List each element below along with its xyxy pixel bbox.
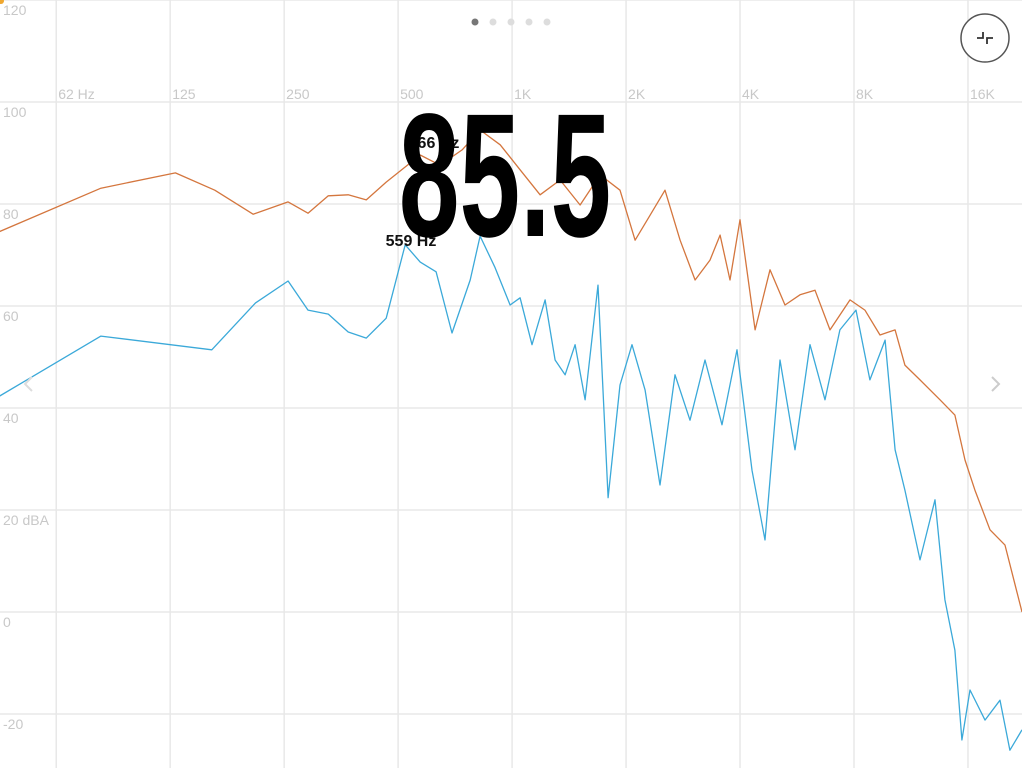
x-tick-label: 16K [970,86,996,102]
status-dot [0,0,4,4]
y-tick-label: 80 [3,206,19,222]
collapse-button[interactable] [960,13,1010,63]
page-dot[interactable] [525,18,533,26]
y-tick-label: -20 [3,716,23,732]
spectrum-line [0,235,1022,751]
page-dot[interactable] [543,18,551,26]
y-tick-label: 40 [3,410,19,426]
x-tick-label: 62 Hz [58,86,95,102]
peak-label: 666 Hz [409,135,460,152]
level-reading: 85.5 [399,77,611,274]
x-tick-label: 2K [628,86,646,102]
x-tick-label: 4K [742,86,760,102]
y-tick-label: 100 [3,104,27,120]
y-tick-label: 0 [3,614,11,630]
page-dot[interactable] [489,18,497,26]
spectrum-line [0,129,1022,613]
y-tick-label: 120 [3,2,27,18]
y-tick-label: 60 [3,308,19,324]
page-dot[interactable] [507,18,515,26]
prev-arrow[interactable] [23,376,33,392]
plot [0,129,1022,751]
y-tick-label: 20 dBA [3,512,50,528]
x-tick-label: 500 [400,86,424,102]
page-indicator [471,18,551,26]
x-tick-label: 250 [286,86,310,102]
page-dot-active[interactable] [471,18,479,26]
x-tick-label: 1K [514,86,532,102]
x-tick-label: 125 [172,86,196,102]
peak-label: 559 Hz [386,233,437,250]
x-tick-label: 8K [856,86,874,102]
next-arrow[interactable] [991,376,1001,392]
